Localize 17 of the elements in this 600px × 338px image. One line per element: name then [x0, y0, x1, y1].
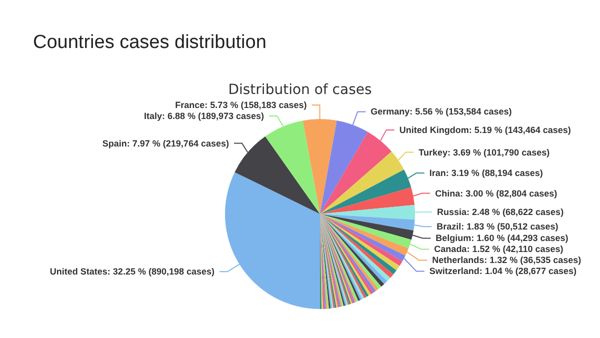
slice-label: Canada: 1.52 % (42,110 cases)	[434, 244, 564, 254]
chart-subtitle: Distribution of cases	[228, 82, 372, 98]
slice-label: Turkey: 3.69 % (101,790 cases)	[418, 147, 550, 158]
slice-label: France: 5.73 % (158,183 cases)	[175, 100, 307, 110]
slice-label: Belgium: 1.60 % (44,293 cases)	[436, 233, 568, 244]
slice-label: Netherlands: 1.32 % (36,535 cases)	[432, 255, 582, 266]
slice-label: Italy: 6.88 % (189,973 cases)	[144, 111, 264, 121]
slice-label: Spain: 7.97 % (219,764 cases)	[102, 138, 229, 148]
chart-title: Countries cases distribution	[33, 32, 266, 53]
slice-label: Switzerland: 1.04 % (28,677 cases)	[429, 266, 576, 276]
slice-label: China: 3.00 % (82,804 cases)	[435, 188, 558, 198]
slice-label: Russia: 2.48 % (68,622 cases)	[436, 206, 564, 217]
slice-label: Germany: 5.56 % (153,584 cases)	[370, 106, 512, 117]
slice-label: Brazil: 1.83 % (50,512 cases)	[436, 222, 558, 232]
slice-label: United States: 32.25 % (890,198 cases)	[50, 266, 215, 277]
slice-label: United Kingdom: 5.19 % (143,464 cases)	[399, 124, 571, 135]
slice-label: Iran: 3.19 % (88,194 cases)	[429, 168, 543, 178]
